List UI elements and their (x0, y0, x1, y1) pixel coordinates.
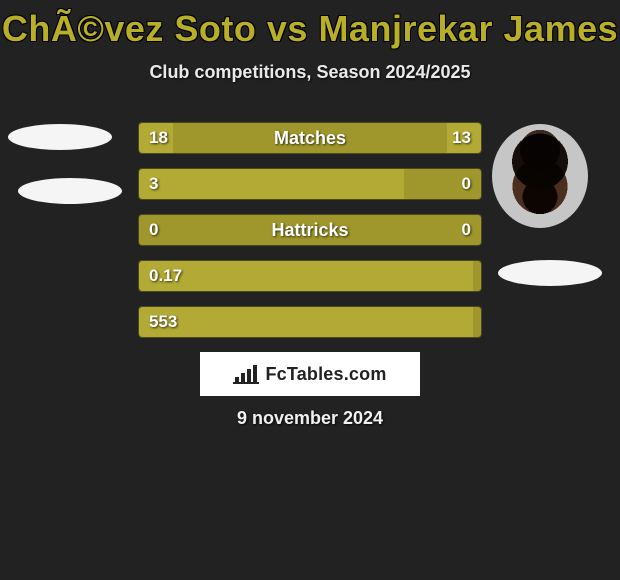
metric-value-right: 0 (462, 174, 471, 194)
brand-text: FcTables.com (265, 364, 386, 385)
metric-label: Matches (139, 128, 481, 149)
metric-label: Hattricks (139, 220, 481, 241)
metric-value-right: 13 (452, 128, 471, 148)
metric-row: 0 0Hattricks (138, 214, 482, 246)
metric-row: 0.17Goals per match (138, 260, 482, 292)
player-right-avatar-shadow (498, 260, 602, 286)
metric-row: 18 13Matches (138, 122, 482, 154)
metric-value-left: 553 (149, 312, 177, 332)
metric-value-left: 0 (149, 220, 158, 240)
metric-row: 30Goals (138, 168, 482, 200)
comparison-bars: 1813Matches30Goals00Hattricks0.17Goals p… (138, 122, 482, 352)
player-left-avatar-shadow-2 (18, 178, 122, 204)
bar-left-fill (139, 261, 473, 291)
metric-value-left: 3 (149, 174, 158, 194)
metric-value-left: 18 (149, 128, 168, 148)
metric-value-left: 0.17 (149, 266, 182, 286)
bar-left-fill (139, 307, 473, 337)
player-left-avatar-shadow-1 (8, 124, 112, 150)
date-text: 9 november 2024 (0, 408, 620, 429)
stats-card: ChÃ©vez Soto vs Manjrekar James Club com… (0, 0, 620, 580)
bar-left-fill (139, 169, 404, 199)
bars-icon (233, 363, 259, 385)
player-right-avatar (492, 124, 588, 228)
brand-box[interactable]: FcTables.com (200, 352, 420, 396)
page-title: ChÃ©vez Soto vs Manjrekar James (0, 0, 620, 50)
subtitle: Club competitions, Season 2024/2025 (0, 62, 620, 83)
metric-row: 553Min per goal (138, 306, 482, 338)
metric-value-right: 0 (462, 220, 471, 240)
